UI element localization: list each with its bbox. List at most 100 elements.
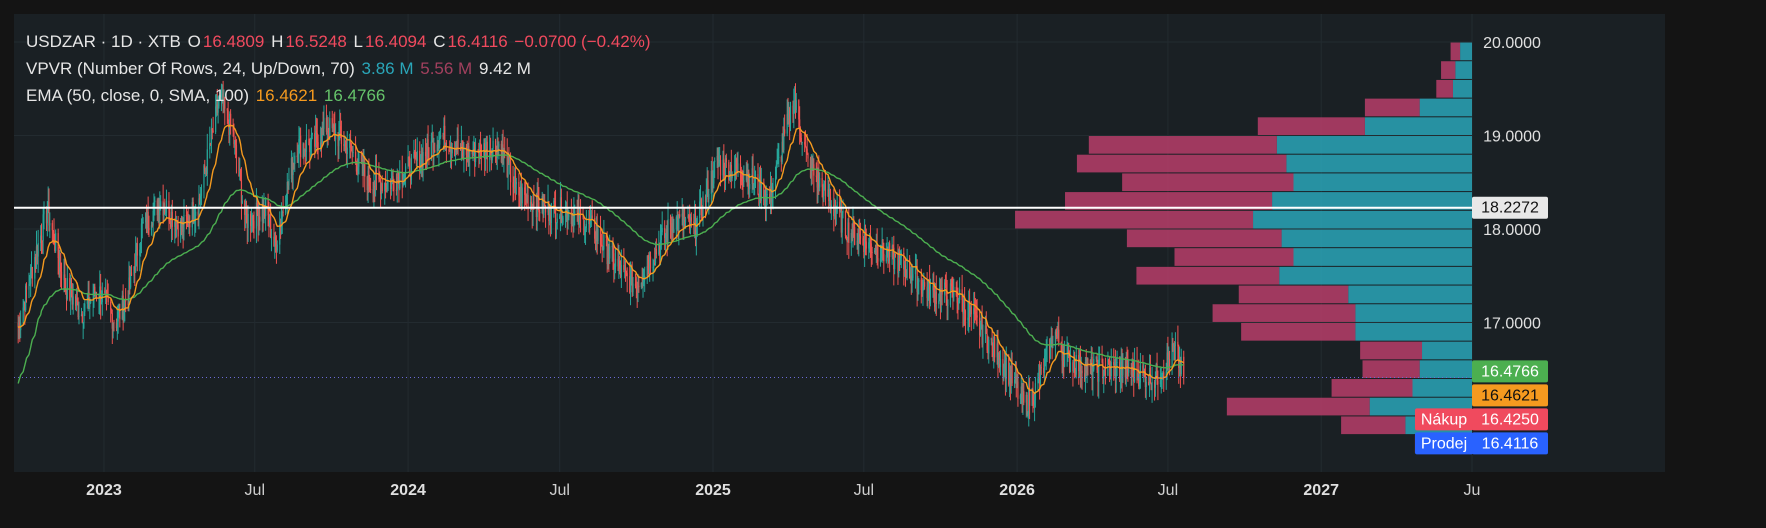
candle-body <box>769 194 771 203</box>
candle-body <box>576 210 578 213</box>
candle-body <box>332 124 334 129</box>
candle-body <box>70 284 72 301</box>
candle-body <box>858 233 860 242</box>
candle-body <box>583 216 585 236</box>
candle-body <box>746 175 748 180</box>
candle-body <box>874 250 877 255</box>
candle-body <box>1057 329 1059 337</box>
candle-body <box>1101 358 1103 363</box>
ema-label[interactable]: EMA (50, close, 0, SMA, 100) <box>26 86 249 105</box>
candle-body <box>1098 359 1100 382</box>
candle-body <box>719 159 721 164</box>
candle-body <box>869 239 872 244</box>
candle-body <box>754 178 756 185</box>
candle-body <box>1031 388 1033 406</box>
candle-body <box>71 297 73 305</box>
candle-body <box>1157 380 1159 385</box>
candle-body <box>1052 346 1054 348</box>
candle-body <box>640 282 642 288</box>
candle-body <box>962 300 964 314</box>
candle-body <box>834 209 836 217</box>
price-tag-bg <box>1472 408 1548 431</box>
x-tick-label: Jul <box>854 482 874 499</box>
vp-up-bar <box>1253 210 1472 229</box>
price-tag-bg <box>1472 432 1548 455</box>
candle-body <box>1166 352 1168 372</box>
candle-body <box>246 215 248 228</box>
vp-down-bar <box>1174 248 1294 266</box>
candle-body <box>128 277 130 306</box>
candle-body <box>564 208 567 218</box>
candle-body <box>1044 354 1047 356</box>
candle-body <box>48 201 50 226</box>
candle-body <box>914 266 917 275</box>
candle-body <box>1173 345 1176 347</box>
candle-body <box>99 286 101 299</box>
vpvr-label[interactable]: VPVR (Number Of Rows, 24, Up/Down, 70) <box>26 59 355 78</box>
candle-body <box>632 283 634 293</box>
candle-body <box>1075 355 1077 375</box>
candle-body <box>381 183 383 192</box>
candle-body <box>308 138 310 146</box>
candle-body <box>218 96 220 107</box>
candle-body <box>841 213 843 233</box>
candle-body <box>130 272 132 288</box>
candle-body <box>619 260 621 269</box>
candle-body <box>1131 362 1133 375</box>
candle-body <box>816 176 818 188</box>
candle-body <box>772 186 774 199</box>
candle-body <box>252 215 254 222</box>
candle-body <box>282 211 284 213</box>
candle-body <box>310 134 313 142</box>
candle-body <box>373 186 375 194</box>
candle-body <box>407 156 409 167</box>
candle-body <box>399 171 401 189</box>
candle-body <box>828 189 830 202</box>
candle-body <box>1168 359 1171 367</box>
vp-down-bar <box>1364 98 1420 117</box>
candle-body <box>35 257 37 261</box>
candle-body <box>288 179 290 186</box>
candle-body <box>1148 381 1150 386</box>
x-tick-label: Jul <box>1158 482 1178 499</box>
price-tag-label-bg <box>1415 408 1473 431</box>
candle-body <box>910 275 912 281</box>
candle-body <box>754 174 757 179</box>
candle-body <box>263 205 265 219</box>
candle-body <box>655 248 657 255</box>
candle-body <box>408 156 410 159</box>
candle-body <box>270 236 273 238</box>
symbol-label[interactable]: USDZAR · 1D · XTB <box>26 32 181 51</box>
candle-body <box>113 322 115 324</box>
candle-body <box>909 275 912 279</box>
candle-body <box>670 224 672 231</box>
candle-body <box>929 290 932 304</box>
candle-body <box>1081 370 1083 374</box>
candle-body <box>409 158 411 177</box>
candle-body <box>159 207 161 216</box>
candle-body <box>233 131 235 144</box>
candle-body <box>879 258 882 262</box>
candle-body <box>776 162 778 165</box>
candle-body <box>433 150 435 158</box>
candle-body <box>891 245 893 258</box>
candle-body <box>1015 376 1017 388</box>
candle-body <box>292 163 294 175</box>
candle-body <box>432 140 434 158</box>
candle-body <box>40 235 42 243</box>
candle-body <box>170 221 172 227</box>
candle-body <box>550 203 552 224</box>
candle-body <box>258 216 260 227</box>
candle-body <box>358 153 360 167</box>
candle-body <box>270 216 272 238</box>
candle-body <box>503 151 505 157</box>
candle-body <box>906 258 908 278</box>
close-value: 16.4116 <box>447 32 508 51</box>
candle-body <box>1153 381 1156 388</box>
price-tag-value: 16.4116 <box>1482 435 1539 452</box>
candle-body <box>204 165 206 172</box>
candle-body <box>321 126 323 144</box>
candle-body <box>829 197 832 209</box>
